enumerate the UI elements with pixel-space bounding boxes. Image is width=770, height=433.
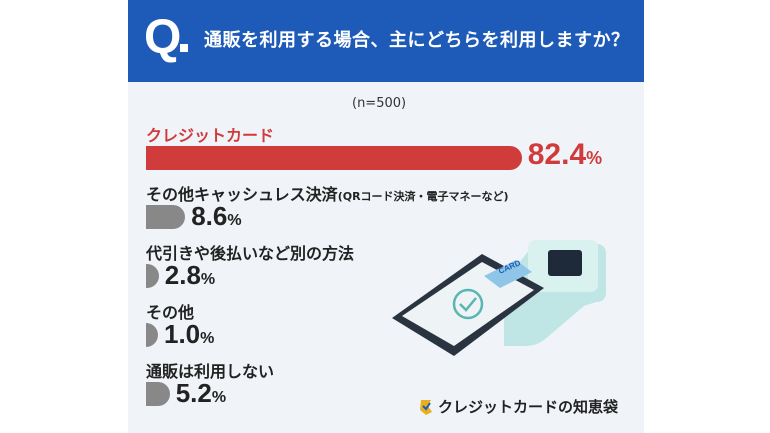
value-label: 5.2% [175,378,227,408]
category-label: クレジットカード [146,122,274,146]
category-label: その他キャッシュレス決済(QRコード決済・電子マネーなど) [146,181,509,205]
survey-card: Q 通販を利用する場合、主にどちらを利用しますか？ (n=500) クレジットカ… [128,0,644,433]
value-label: 8.6% [191,201,242,231]
card-terminal-icon [504,240,606,346]
bar [146,205,186,229]
q-dot [180,44,188,52]
brand-name: クレジットカードの知恵袋 [438,398,619,416]
q-mark: Q [144,11,182,64]
payment-illustration: CARD [384,232,614,362]
brand-logo-icon [420,400,432,415]
bar [146,382,170,406]
category-label-text: 代引きや後払いなど別の方法 [146,244,355,263]
category-label: 代引きや後払いなど別の方法 [146,240,354,264]
bar-chart: クレジットカード 82.4% その他キャッシュレス決済(QRコード決済・電子マネーな… [128,0,644,433]
category-label-text: その他 [146,303,195,322]
category-label-text: その他キャッシュレス決済 [146,185,338,204]
question-text: 通販を利用する場合、主にどちらを利用しますか？ [204,30,630,51]
category-label-sub: (QRコード決済・電子マネーなど) [337,190,509,203]
bar [146,146,522,170]
category-label-text: 通販は利用しない [146,362,275,381]
bar [146,323,158,347]
sample-size: (n=500) [352,96,407,111]
value-label: 1.0% [164,319,215,349]
value-label: 82.4% [527,138,603,171]
category-label: 通販は利用しない [146,358,274,382]
category-label-text: クレジットカード [146,126,275,145]
question-header: Q 通販を利用する場合、主にどちらを利用しますか？ [128,0,644,82]
value-label: 2.8% [164,260,216,290]
category-label: その他 [146,299,194,323]
bar [146,264,159,288]
smartphone-icon: CARD [392,254,544,356]
